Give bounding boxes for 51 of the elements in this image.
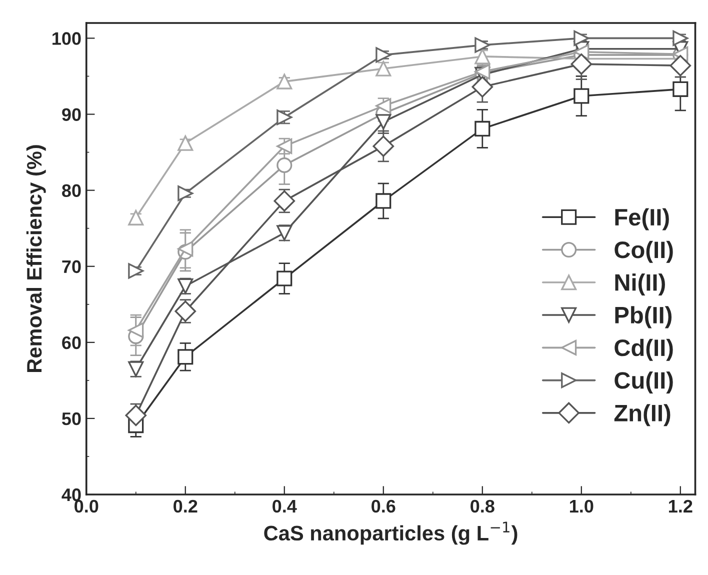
point [672, 30, 688, 46]
x-tick-label: 0.4 [272, 500, 297, 513]
legend-label: Cd(II) [614, 338, 673, 361]
point [178, 135, 194, 151]
point [670, 54, 692, 76]
point [174, 300, 196, 322]
point [472, 76, 494, 98]
legend-label: Fe(II) [615, 208, 669, 230]
y-tick-label: 90 [62, 108, 81, 121]
y-tick-label: 40 [62, 488, 81, 502]
x-axis-title: CaS nanoparticles (g L$^{−1}$) [264, 522, 518, 545]
point [376, 193, 392, 209]
point [178, 186, 194, 202]
point [276, 157, 292, 173]
legend-label: Cu(II) [614, 371, 673, 394]
legend-label: Zn(II) [614, 404, 670, 426]
point [128, 263, 144, 279]
point [128, 210, 144, 226]
point [574, 44, 590, 60]
legend-label: Ni(II) [615, 274, 665, 296]
point [574, 88, 590, 104]
point [376, 47, 392, 63]
legend-label: Co(II) [614, 240, 673, 263]
x-tick-label: 0.2 [174, 500, 198, 513]
point [474, 37, 490, 53]
point [372, 136, 394, 157]
point [178, 349, 194, 365]
legend-label: Pb(II) [615, 306, 672, 328]
point [276, 74, 292, 90]
point [672, 81, 688, 97]
point [276, 270, 292, 286]
point [178, 241, 194, 257]
y-tick-label: 100 [52, 32, 81, 45]
y-tick-label: 50 [62, 412, 81, 426]
y-axis-title: Removal Efficiency (%) [26, 145, 46, 372]
point [128, 322, 144, 338]
x-tick-label: 0.8 [470, 500, 494, 513]
point [376, 114, 392, 130]
point [570, 53, 592, 75]
point [474, 120, 490, 136]
point [376, 60, 392, 76]
point [274, 190, 296, 212]
x-tick-label: 0.6 [372, 500, 396, 513]
point [574, 30, 590, 46]
y-tick-label: 70 [62, 260, 81, 274]
y-tick-label: 80 [62, 184, 81, 198]
y-tick-label: 60 [62, 336, 81, 350]
x-tick-label: 1.2 [668, 500, 692, 512]
x-tick-label: 0.0 [74, 500, 98, 513]
point [125, 404, 147, 426]
x-tick-label: 1.0 [570, 500, 594, 513]
